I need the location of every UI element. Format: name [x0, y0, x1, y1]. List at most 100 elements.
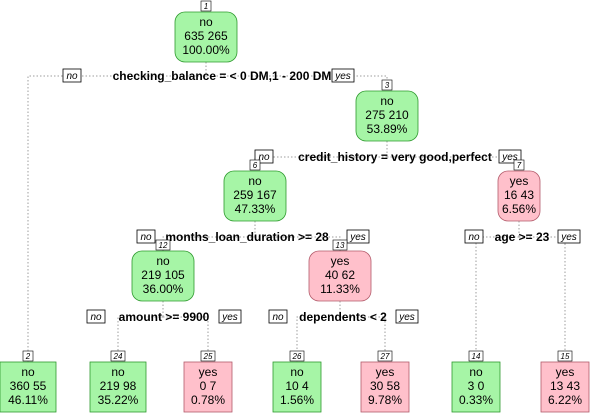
tag-text: yes — [560, 232, 577, 243]
node-id: 27 — [380, 352, 390, 361]
tree-edge — [339, 301, 386, 362]
node-id-box — [155, 239, 171, 251]
node-id: 6 — [253, 161, 258, 170]
node-box — [223, 170, 287, 222]
no-tag: no — [62, 68, 82, 83]
no-tag: no — [268, 309, 288, 324]
node-pct: 0.78% — [191, 393, 225, 407]
node-counts: 275 210 — [365, 108, 409, 122]
node-pct: 53.89% — [367, 122, 408, 136]
tree-edge — [254, 221, 341, 251]
split-rule: checking_balance = < 0 DM,1 - 200 DM no ye… — [62, 68, 355, 83]
node-label: yes — [556, 365, 575, 379]
tag-box — [395, 309, 419, 324]
tag-text: yes — [398, 312, 415, 323]
split-rule-text: checking_balance = < 0 DM,1 - 200 DM — [113, 69, 332, 83]
tag-box — [557, 229, 581, 244]
node-label: no — [156, 254, 170, 268]
node-id-box — [289, 350, 305, 362]
tag-text: no — [468, 232, 480, 243]
tag-text: no — [258, 152, 270, 163]
node-pct: 0.33% — [459, 393, 493, 407]
node-counts: 13 43 — [550, 379, 580, 393]
node-box — [497, 170, 541, 222]
node-counts: 360 55 — [10, 379, 47, 393]
node-id-box — [377, 350, 393, 362]
yes-tag: yes — [331, 68, 355, 83]
node-box — [89, 361, 147, 413]
node-pct: 100.00% — [182, 43, 230, 57]
split-rule: amount >= 9900 no yes — [86, 309, 242, 324]
node-label: yes — [331, 254, 350, 268]
node-label: no — [21, 365, 35, 379]
node-box — [0, 361, 57, 413]
node-id-box — [513, 159, 525, 171]
node-counts: 635 265 — [184, 29, 228, 43]
tree-edge — [205, 62, 388, 91]
node-counts: 40 62 — [325, 268, 355, 282]
yes-tag: yes — [557, 229, 581, 244]
tag-text: yes — [349, 232, 366, 243]
node-counts: 0 7 — [200, 379, 217, 393]
node-pct: 9.78% — [368, 393, 402, 407]
tag-box — [464, 229, 484, 244]
tag-text: no — [140, 232, 152, 243]
node-id: 3 — [385, 81, 390, 90]
node-label: no — [199, 15, 213, 29]
split-rule: age >= 23 no yes — [464, 229, 581, 244]
node-id: 7 — [517, 161, 522, 170]
node-label: no — [469, 365, 483, 379]
tag-box — [346, 229, 370, 244]
node-box — [174, 11, 238, 63]
node-box — [183, 361, 233, 413]
yes-tag: yes — [395, 309, 419, 324]
node-pct: 6.22% — [548, 393, 582, 407]
tag-box — [268, 309, 288, 324]
tag-text: yes — [221, 312, 238, 323]
node-id-box — [110, 350, 126, 362]
tag-box — [331, 68, 355, 83]
node-id-box — [381, 79, 393, 91]
node-id: 12 — [159, 241, 168, 250]
node-id: 13 — [336, 241, 345, 250]
node-box — [131, 250, 195, 302]
node-pct: 36.00% — [143, 282, 184, 296]
node-id: 1 — [204, 2, 208, 11]
node-label: yes — [376, 365, 395, 379]
edges-layer — [27, 62, 566, 362]
node-id-box — [557, 350, 573, 362]
yes-tag: yes — [346, 229, 370, 244]
no-tag: no — [86, 309, 106, 324]
tag-box — [86, 309, 106, 324]
node-id: 24 — [113, 352, 123, 361]
node-label: no — [248, 174, 262, 188]
node-pct: 47.33% — [235, 202, 276, 216]
split-rule-text: amount >= 9900 — [119, 310, 210, 324]
node-counts: 30 58 — [370, 379, 400, 393]
node-box — [451, 361, 501, 413]
node-counts: 3 0 — [468, 379, 485, 393]
node-counts: 219 98 — [100, 379, 137, 393]
tag-box — [62, 68, 82, 83]
node-id-box — [200, 350, 216, 362]
split-rule: dependents < 2 no yes — [268, 309, 419, 324]
node-id-box — [22, 350, 34, 362]
node-label: no — [290, 365, 304, 379]
node-id-box — [200, 0, 212, 12]
node-id: 14 — [472, 352, 481, 361]
no-tag: no — [136, 229, 156, 244]
node-box — [540, 361, 590, 413]
tag-box — [218, 309, 242, 324]
node-id-box — [332, 239, 348, 251]
node-counts: 10 4 — [285, 379, 309, 393]
